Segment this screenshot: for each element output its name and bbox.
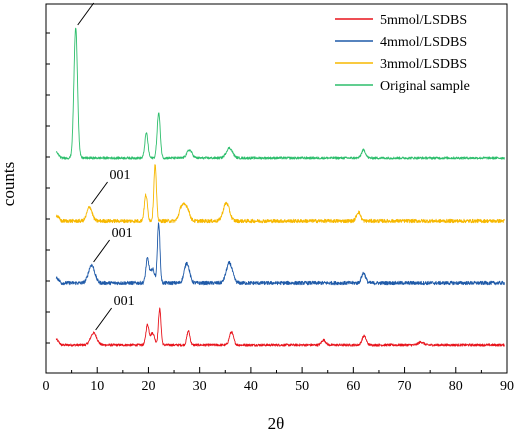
annotation-001: 001 [110, 168, 131, 183]
x-tick-label: 60 [346, 379, 360, 394]
legend-label: 4mmol/LSDBS [380, 35, 467, 50]
y-axis-label: counts [0, 162, 18, 206]
axis-layer: 0 10 20 30 40 50 60 70 80 90 [43, 32, 514, 394]
x-tick-label: 40 [244, 379, 258, 394]
legend: 5mmol/LSDBS 4mmol/LSDBS 3mmol/LSDBS Origina… [335, 13, 470, 94]
x-tick-label: 20 [141, 379, 155, 394]
x-tick-label: 30 [193, 379, 207, 394]
legend-label: 3mmol/LSDBS [380, 57, 467, 72]
x-axis-label: 2θ [268, 414, 285, 433]
x-tick-label: 70 [398, 379, 412, 394]
series-line-4 [55, 27, 505, 160]
annotation-leader [93, 239, 110, 263]
annotation-leader [91, 181, 108, 205]
annotation-leader [95, 307, 113, 331]
annotation-layer: 001 001 001 001 [77, 0, 135, 331]
x-tick-label: 80 [449, 379, 463, 394]
x-tick-label: 0 [43, 379, 50, 394]
series-line-1 [55, 307, 505, 347]
annotation-001: 001 [112, 226, 133, 241]
x-tick-label: 10 [90, 379, 104, 394]
annotation-001: 001 [114, 294, 135, 309]
legend-label: 5mmol/LSDBS [380, 13, 467, 28]
series-line-3 [55, 164, 505, 224]
annotation-leader [77, 2, 95, 26]
series-layer [55, 27, 505, 347]
annotation-001: 001 [96, 0, 117, 4]
x-tick-label: 90 [500, 379, 514, 394]
legend-label: Original sample [380, 79, 470, 94]
x-tick-label: 50 [295, 379, 309, 394]
series-line-2 [55, 222, 505, 286]
